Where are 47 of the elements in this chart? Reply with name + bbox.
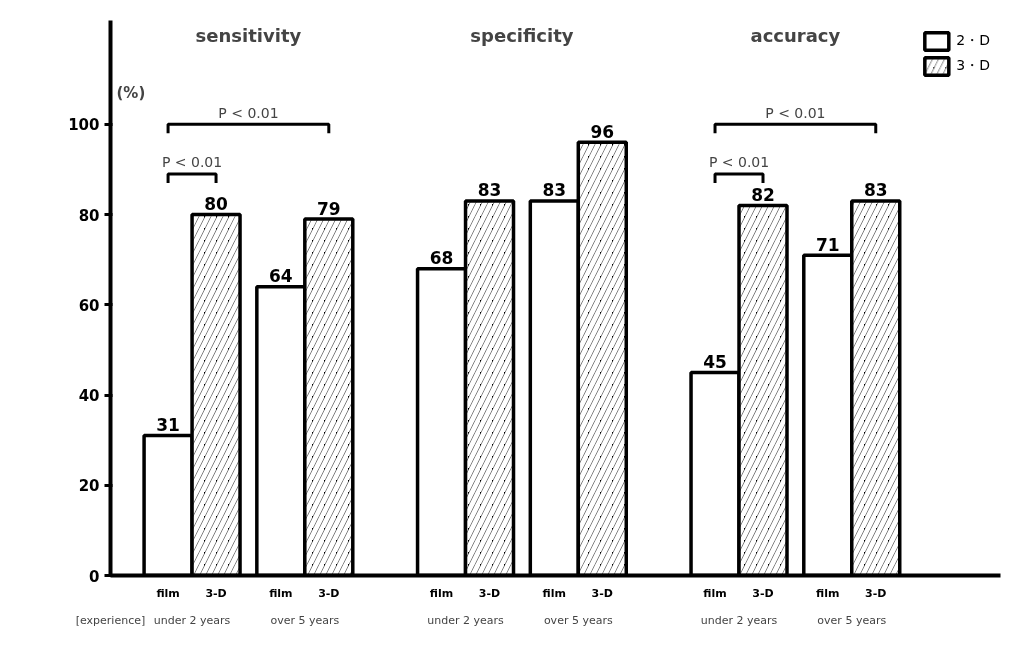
legend-label: 3・D	[956, 57, 990, 75]
y-tick-label: 0	[89, 567, 100, 586]
y-axis-title: (%)	[116, 83, 146, 102]
text: over 5 years	[270, 613, 340, 627]
annotation: specificity	[470, 25, 574, 47]
x-tick-label: 3-D	[865, 586, 887, 600]
text: under 2 years	[153, 613, 231, 627]
data-label: 83	[863, 180, 888, 201]
x-tick-label: 3-D	[318, 586, 340, 600]
data-label: 68	[429, 248, 454, 269]
annotation: sensitivity	[195, 25, 302, 47]
x-tick-label: 3-D	[752, 586, 774, 600]
x-tick-label: film	[429, 586, 454, 600]
data-label: 64	[268, 266, 293, 287]
text: over 5 years	[817, 613, 887, 627]
annotation: P < 0.01	[218, 104, 279, 121]
text: [experience]	[75, 613, 146, 627]
data-label: 71	[815, 234, 840, 255]
y-tick-label: 80	[78, 206, 100, 225]
y-tick-label: 60	[78, 296, 100, 315]
x-tick-label: film	[816, 586, 840, 600]
data-label: 83	[477, 180, 502, 201]
data-label: 96	[590, 121, 615, 142]
x-tick-label: film	[269, 586, 293, 600]
data-label: 31	[156, 415, 180, 436]
legend-label: 2・D	[956, 32, 990, 50]
annotation: P < 0.01	[765, 104, 826, 121]
data-label: 79	[316, 198, 341, 219]
text: under 2 years	[700, 613, 778, 627]
data-label: 83	[542, 180, 567, 201]
data-label: 82	[751, 184, 775, 205]
x-tick-label: 3-D	[205, 586, 227, 600]
annotation: P < 0.01	[708, 154, 770, 171]
x-tick-label: 3-D	[591, 586, 613, 600]
text: under 2 years	[427, 613, 505, 627]
annotation: P < 0.01	[161, 154, 223, 171]
x-tick-label: film	[542, 586, 566, 600]
y-tick-label: 40	[78, 387, 100, 406]
annotation: accuracy	[750, 25, 841, 47]
x-tick-label: film	[703, 586, 727, 600]
y-tick-label: 20	[78, 477, 100, 496]
y-tick-label: 100	[68, 116, 100, 135]
x-tick-label: 3-D	[478, 586, 501, 600]
text: over 5 years	[543, 613, 613, 627]
x-tick-label: film	[156, 586, 180, 600]
data-label: 80	[204, 194, 229, 215]
data-label: 45	[703, 351, 727, 372]
